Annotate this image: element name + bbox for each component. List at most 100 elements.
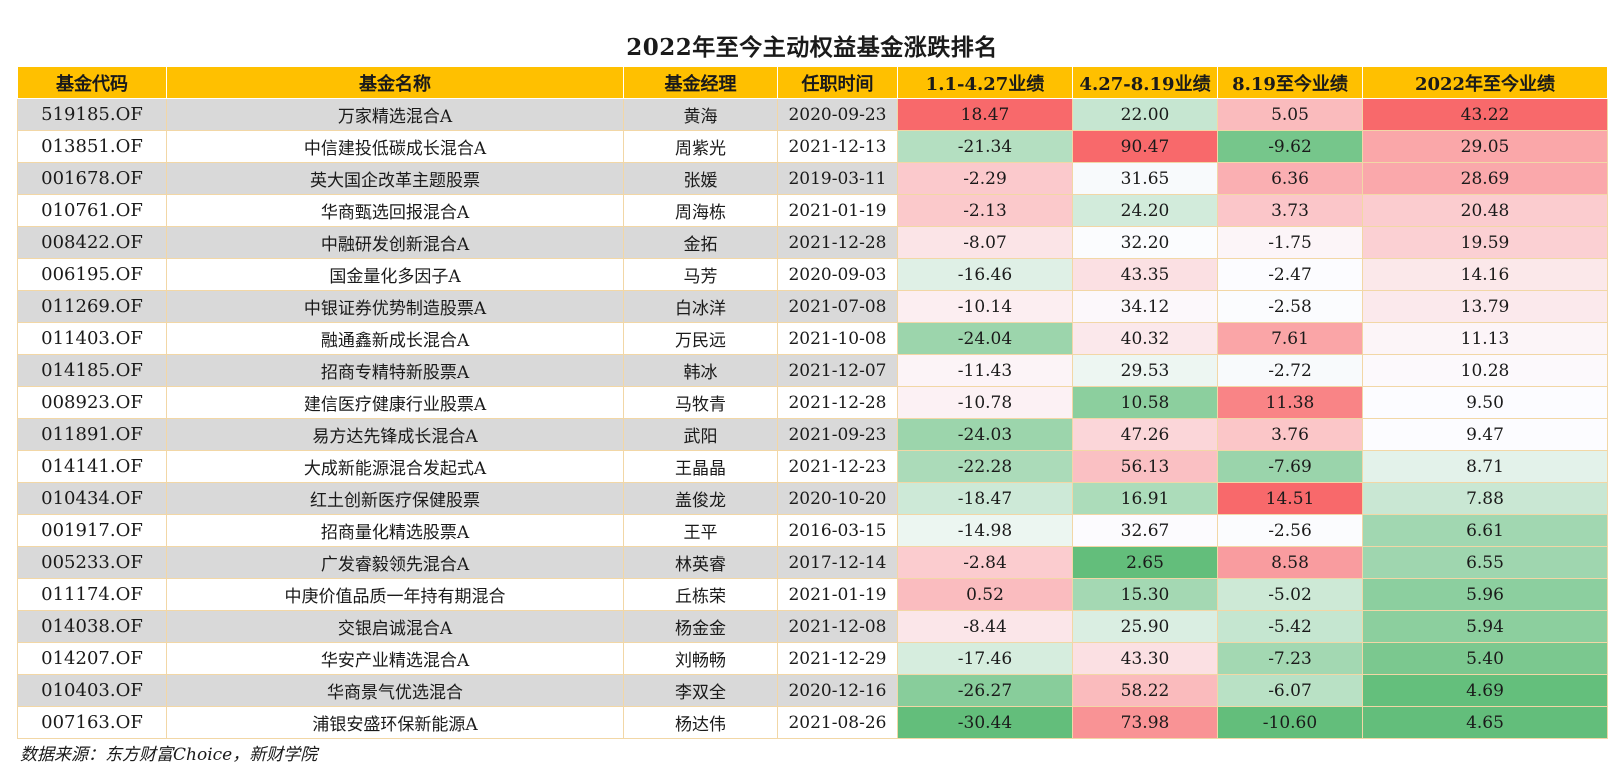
cell-tenure-date: 2021-08-26	[777, 706, 898, 739]
cell-perf-p2: 40.32	[1072, 322, 1218, 355]
cell-fund-manager: 黄海	[623, 98, 778, 131]
cell-perf-p3: -5.42	[1217, 610, 1363, 643]
cell-tenure-date: 2021-01-19	[777, 578, 898, 611]
cell-perf-p1: -14.98	[897, 514, 1073, 547]
cell-perf-p2: 47.26	[1072, 418, 1218, 451]
cell-perf-p3: -1.75	[1217, 226, 1363, 259]
cell-fund-name: 红土创新医疗保健股票	[166, 482, 624, 515]
cell-perf-p2: 34.12	[1072, 290, 1218, 323]
cell-tenure-date: 2021-12-23	[777, 450, 898, 483]
cell-fund-manager: 杨达伟	[623, 706, 778, 739]
cell-fund-manager: 林英睿	[623, 546, 778, 579]
cell-fund-manager: 周紫光	[623, 130, 778, 163]
cell-tenure-date: 2020-09-23	[777, 98, 898, 131]
cell-perf-p1: -16.46	[897, 258, 1073, 291]
cell-fund-manager: 李双全	[623, 674, 778, 707]
table-row: 011403.OF 融通鑫新成长混合A 万民远 2021-10-08 -24.04 40.…	[17, 322, 1608, 355]
table-row: 001678.OF 英大国企改革主题股票 张媛 2019-03-11 -2.29 31.6…	[17, 162, 1608, 195]
cell-perf-ytd: 5.40	[1362, 642, 1608, 675]
header-perf-p1: 1.1-4.27业绩	[897, 66, 1073, 99]
cell-perf-p3: -6.07	[1217, 674, 1363, 707]
cell-perf-p2: 73.98	[1072, 706, 1218, 739]
cell-fund-code: 014038.OF	[17, 610, 167, 643]
cell-fund-name: 中银证券优势制造股票A	[166, 290, 624, 323]
cell-perf-ytd: 19.59	[1362, 226, 1608, 259]
cell-perf-p2: 22.00	[1072, 98, 1218, 131]
cell-tenure-date: 2021-12-28	[777, 386, 898, 419]
cell-fund-name: 中信建投低碳成长混合A	[166, 130, 624, 163]
cell-fund-manager: 白冰洋	[623, 290, 778, 323]
header-fund-manager: 基金经理	[623, 66, 778, 99]
cell-tenure-date: 2021-12-08	[777, 610, 898, 643]
cell-perf-p3: -5.02	[1217, 578, 1363, 611]
cell-fund-code: 001917.OF	[17, 514, 167, 547]
table-row: 014038.OF 交银启诚混合A 杨金金 2021-12-08 -8.44 25.90-…	[17, 610, 1608, 643]
cell-perf-p3: 11.38	[1217, 386, 1363, 419]
cell-fund-manager: 王平	[623, 514, 778, 547]
cell-perf-ytd: 6.55	[1362, 546, 1608, 579]
cell-perf-p3: 7.61	[1217, 322, 1363, 355]
cell-perf-p2: 31.65	[1072, 162, 1218, 195]
cell-fund-code: 013851.OF	[17, 130, 167, 163]
data-source-note: 数据来源：东方财富Choice，新财学院	[20, 745, 318, 765]
cell-perf-p1: -8.44	[897, 610, 1073, 643]
cell-fund-name: 交银启诚混合A	[166, 610, 624, 643]
cell-fund-name: 华商景气优选混合	[166, 674, 624, 707]
cell-tenure-date: 2021-12-28	[777, 226, 898, 259]
cell-perf-p1: -24.03	[897, 418, 1073, 451]
table-row: 007163.OF 浦银安盛环保新能源A 杨达伟 2021-08-26 -30.44 73…	[17, 706, 1608, 739]
cell-fund-code: 014141.OF	[17, 450, 167, 483]
cell-perf-p2: 16.91	[1072, 482, 1218, 515]
cell-perf-p1: -22.28	[897, 450, 1073, 483]
cell-perf-p3: -2.56	[1217, 514, 1363, 547]
cell-fund-manager: 金拓	[623, 226, 778, 259]
cell-fund-code: 011269.OF	[17, 290, 167, 323]
cell-fund-name: 华安产业精选混合A	[166, 642, 624, 675]
cell-fund-manager: 马牧青	[623, 386, 778, 419]
cell-perf-ytd: 4.69	[1362, 674, 1608, 707]
cell-tenure-date: 2017-12-14	[777, 546, 898, 579]
cell-tenure-date: 2019-03-11	[777, 162, 898, 195]
cell-perf-p1: 0.52	[897, 578, 1073, 611]
cell-perf-ytd: 4.65	[1362, 706, 1608, 739]
cell-perf-p2: 56.13	[1072, 450, 1218, 483]
header-fund-code: 基金代码	[17, 66, 167, 99]
cell-perf-p2: 15.30	[1072, 578, 1218, 611]
cell-perf-p3: 3.76	[1217, 418, 1363, 451]
cell-fund-name: 融通鑫新成长混合A	[166, 322, 624, 355]
cell-fund-name: 广发睿毅领先混合A	[166, 546, 624, 579]
cell-perf-p3: -2.58	[1217, 290, 1363, 323]
table-row: 006195.OF 国金量化多因子A 马芳 2020-09-03 -16.46 43.35…	[17, 258, 1608, 291]
cell-perf-p1: -2.84	[897, 546, 1073, 579]
table-row: 519185.OF 万家精选混合A 黄海 2020-09-23 18.47 22.00 5.…	[17, 98, 1608, 131]
cell-perf-p2: 90.47	[1072, 130, 1218, 163]
cell-perf-p2: 2.65	[1072, 546, 1218, 579]
cell-perf-ytd: 7.88	[1362, 482, 1608, 515]
cell-perf-ytd: 6.61	[1362, 514, 1608, 547]
cell-perf-p1: -11.43	[897, 354, 1073, 387]
fund-ranking-table: 基金代码 基金名称 基金经理 任职时间 1.1-4.27业绩 4.27-8.19…	[17, 66, 1608, 739]
cell-perf-p1: 18.47	[897, 98, 1073, 131]
cell-perf-ytd: 10.28	[1362, 354, 1608, 387]
cell-fund-code: 014207.OF	[17, 642, 167, 675]
cell-fund-manager: 王晶晶	[623, 450, 778, 483]
cell-fund-manager: 丘栋荣	[623, 578, 778, 611]
table-row: 010434.OF 红土创新医疗保健股票 盖俊龙 2020-10-20 -18.47 16…	[17, 482, 1608, 515]
cell-perf-ytd: 29.05	[1362, 130, 1608, 163]
cell-tenure-date: 2021-09-23	[777, 418, 898, 451]
table-row: 005233.OF 广发睿毅领先混合A 林英睿 2017-12-14 -2.84 2.65…	[17, 546, 1608, 579]
cell-fund-name: 中融研发创新混合A	[166, 226, 624, 259]
cell-tenure-date: 2020-12-16	[777, 674, 898, 707]
table-row: 014185.OF 招商专精特新股票A 韩冰 2021-12-07 -11.43 29.5…	[17, 354, 1608, 387]
cell-fund-manager: 刘畅畅	[623, 642, 778, 675]
cell-perf-p3: -7.69	[1217, 450, 1363, 483]
cell-perf-ytd: 5.96	[1362, 578, 1608, 611]
table-row: 013851.OF 中信建投低碳成长混合A 周紫光 2021-12-13 -21.34 9…	[17, 130, 1608, 163]
header-perf-ytd: 2022年至今业绩	[1362, 66, 1608, 99]
header-tenure-date: 任职时间	[777, 66, 898, 99]
table-row: 001917.OF 招商量化精选股票A 王平 2016-03-15 -14.98 32.6…	[17, 514, 1608, 547]
cell-tenure-date: 2021-01-19	[777, 194, 898, 227]
table-row: 011891.OF 易方达先锋成长混合A 武阳 2021-09-23 -24.03 47.…	[17, 418, 1608, 451]
table-row: 011269.OF 中银证券优势制造股票A 白冰洋 2021-07-08 -10.14 3…	[17, 290, 1608, 323]
cell-perf-p1: -17.46	[897, 642, 1073, 675]
